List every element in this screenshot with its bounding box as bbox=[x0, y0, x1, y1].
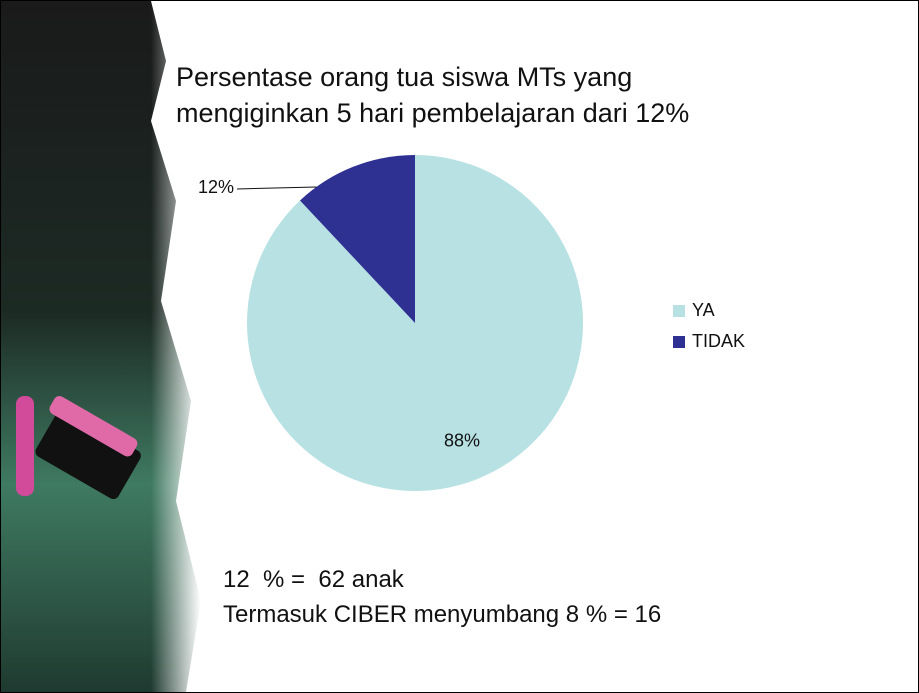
chart-title: Persentase orang tua siswa MTs yang meng… bbox=[176, 59, 776, 131]
data-label: 88% bbox=[444, 430, 480, 450]
legend-label: TIDAK bbox=[692, 331, 745, 351]
annotation: Termasuk CIBER menyumbang 8 % = 16 bbox=[223, 601, 661, 629]
legend-swatch bbox=[673, 336, 685, 348]
slide: 88% 12% YA TIDAK Persentase orang tua sisw… bbox=[0, 0, 919, 693]
legend-swatch bbox=[673, 305, 685, 317]
legend: YA TIDAK bbox=[673, 300, 745, 351]
legend-label: YA bbox=[692, 300, 715, 320]
pie: 88% 12% bbox=[198, 155, 583, 491]
annotation: 12 % = 62 anak bbox=[223, 566, 404, 594]
leader-line bbox=[237, 187, 316, 189]
chalkboard-decoration bbox=[1, 1, 201, 692]
data-label: 12% bbox=[198, 177, 234, 197]
